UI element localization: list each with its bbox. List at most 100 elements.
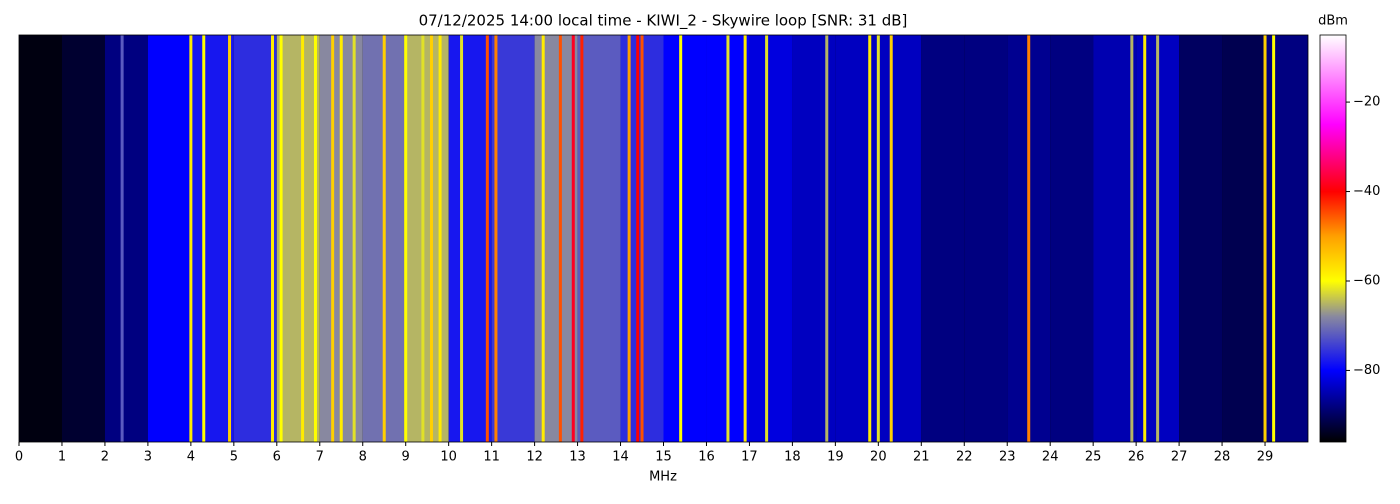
x-tick-label: 20 bbox=[870, 450, 887, 465]
noise-band bbox=[663, 35, 707, 442]
x-tick-label: 28 bbox=[1214, 450, 1231, 465]
signal-line bbox=[1027, 35, 1031, 442]
x-tick-label: 25 bbox=[1085, 450, 1102, 465]
noise-band bbox=[233, 35, 277, 442]
x-tick-label: 3 bbox=[144, 450, 152, 465]
x-tick-label: 23 bbox=[999, 450, 1016, 465]
signal-line bbox=[421, 35, 425, 442]
noise-band bbox=[1265, 35, 1308, 442]
signal-line bbox=[726, 35, 730, 442]
x-axis-label: MHz bbox=[649, 470, 677, 485]
x-tick-label: 29 bbox=[1257, 450, 1274, 465]
signal-line bbox=[460, 35, 464, 442]
noise-band bbox=[276, 35, 320, 442]
noise-band bbox=[61, 35, 105, 442]
x-tick-label: 6 bbox=[273, 450, 281, 465]
colorbar bbox=[1319, 34, 1347, 443]
colorbar-tick-label: −80 bbox=[1353, 363, 1380, 378]
signal-line bbox=[636, 35, 640, 442]
x-tick-label: 24 bbox=[1042, 450, 1059, 465]
signal-line bbox=[279, 35, 283, 442]
noise-band bbox=[491, 35, 535, 442]
signal-line bbox=[640, 35, 644, 442]
colorbar-label: dBm bbox=[1318, 14, 1348, 29]
x-tick-label: 2 bbox=[101, 450, 109, 465]
noise-band bbox=[749, 35, 793, 442]
x-tick-label: 27 bbox=[1171, 450, 1188, 465]
signal-line bbox=[571, 35, 575, 442]
signal-line bbox=[868, 35, 872, 442]
signal-line bbox=[765, 35, 769, 442]
noise-band bbox=[792, 35, 836, 442]
signal-line bbox=[1130, 35, 1134, 442]
noise-band bbox=[448, 35, 492, 442]
x-tick-label: 17 bbox=[741, 450, 758, 465]
signal-line bbox=[1263, 35, 1267, 442]
noise-band bbox=[1179, 35, 1223, 442]
signal-line bbox=[438, 35, 442, 442]
x-tick-label: 9 bbox=[402, 450, 410, 465]
signal-line bbox=[120, 35, 124, 442]
signal-line bbox=[627, 35, 631, 442]
noise-band bbox=[921, 35, 965, 442]
chart-title: 07/12/2025 14:00 local time - KIWI_2 - S… bbox=[419, 12, 908, 31]
signal-line bbox=[429, 35, 433, 442]
colorbar-tick-label: −60 bbox=[1353, 273, 1380, 288]
signal-line bbox=[679, 35, 683, 442]
signal-line bbox=[189, 35, 193, 442]
signal-line bbox=[339, 35, 343, 442]
noise-band bbox=[878, 35, 922, 442]
noise-band bbox=[577, 35, 621, 442]
signal-line bbox=[228, 35, 232, 442]
signal-line bbox=[541, 35, 545, 442]
x-tick-label: 16 bbox=[698, 450, 715, 465]
x-tick-label: 7 bbox=[316, 450, 324, 465]
x-tick-label: 21 bbox=[913, 450, 930, 465]
x-tick-label: 10 bbox=[440, 450, 457, 465]
signal-line bbox=[1143, 35, 1147, 442]
x-tick-label: 18 bbox=[784, 450, 801, 465]
signal-line bbox=[558, 35, 562, 442]
signal-line bbox=[382, 35, 386, 442]
signal-line bbox=[352, 35, 356, 442]
x-tick-label: 14 bbox=[612, 450, 629, 465]
noise-band bbox=[1222, 35, 1266, 442]
x-tick-label: 1 bbox=[58, 450, 66, 465]
colorbar-tick-label: −40 bbox=[1353, 184, 1380, 199]
signal-line bbox=[1156, 35, 1160, 442]
signal-line bbox=[331, 35, 335, 442]
noise-band bbox=[1093, 35, 1137, 442]
signal-line bbox=[301, 35, 305, 442]
x-tick-label: 13 bbox=[569, 450, 586, 465]
signal-line bbox=[313, 35, 317, 442]
noise-band bbox=[19, 35, 62, 442]
x-tick-label: 11 bbox=[483, 450, 500, 465]
noise-band bbox=[190, 35, 234, 442]
x-tick-label: 22 bbox=[956, 450, 973, 465]
signal-line bbox=[876, 35, 880, 442]
x-tick-label: 15 bbox=[655, 450, 672, 465]
colorbar-tick-label: −20 bbox=[1353, 95, 1380, 110]
noise-band bbox=[964, 35, 1008, 442]
noise-band bbox=[534, 35, 578, 442]
x-tick-label: 4 bbox=[187, 450, 195, 465]
signal-line bbox=[202, 35, 206, 442]
signal-line bbox=[580, 35, 584, 442]
signal-line bbox=[889, 35, 893, 442]
x-tick-label: 12 bbox=[526, 450, 543, 465]
signal-line bbox=[1272, 35, 1276, 442]
noise-band bbox=[104, 35, 148, 442]
noise-band bbox=[1050, 35, 1094, 442]
x-tick-label: 0 bbox=[15, 450, 23, 465]
signal-line bbox=[743, 35, 747, 442]
noise-band bbox=[405, 35, 449, 442]
noise-band bbox=[835, 35, 879, 442]
signal-line bbox=[494, 35, 498, 442]
x-tick-label: 19 bbox=[827, 450, 844, 465]
signal-line bbox=[825, 35, 829, 442]
noise-band bbox=[147, 35, 191, 442]
x-tick-label: 5 bbox=[230, 450, 238, 465]
signal-line bbox=[271, 35, 275, 442]
x-tick-label: 26 bbox=[1128, 450, 1145, 465]
